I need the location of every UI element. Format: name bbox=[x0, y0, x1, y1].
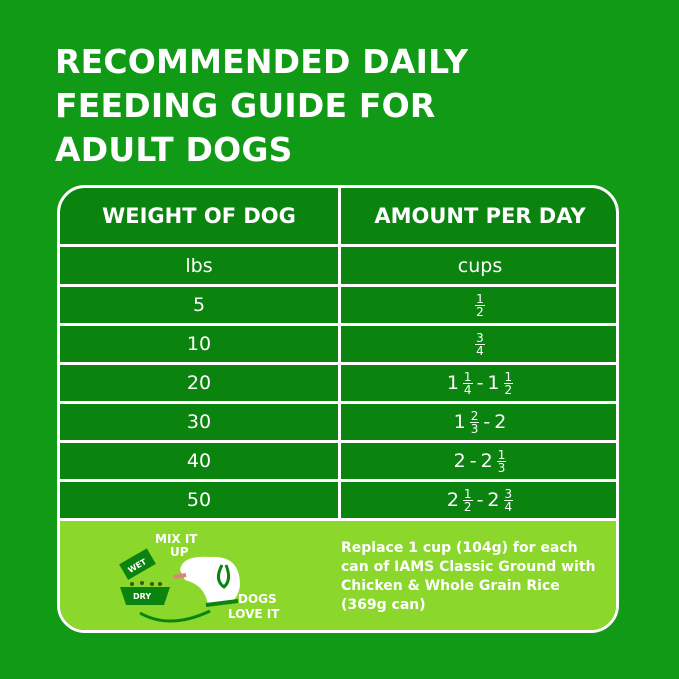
replacement-note: Replace 1 cup (104g) for each can of IAM… bbox=[341, 540, 596, 613]
amount-number: 2 bbox=[453, 450, 466, 472]
weight-cell: 20 bbox=[60, 365, 341, 401]
weight-cell: 50 bbox=[60, 482, 341, 518]
numerator: 1 bbox=[462, 486, 473, 501]
denominator: 2 bbox=[476, 304, 484, 319]
amount-number: - bbox=[476, 372, 484, 394]
amount-number: 2 bbox=[487, 489, 500, 511]
svg-text:DRY: DRY bbox=[133, 592, 151, 601]
amount-number: 2 bbox=[480, 450, 493, 472]
up-label: UP bbox=[170, 545, 189, 559]
table-row: 30 1 2 3-2 bbox=[60, 404, 616, 443]
weight-cell: 10 bbox=[60, 326, 341, 362]
denominator: 4 bbox=[504, 499, 513, 514]
numerator: 3 bbox=[475, 330, 485, 345]
denominator: 2 bbox=[463, 499, 472, 514]
wet-can-icon: WET bbox=[119, 548, 156, 580]
denominator: 3 bbox=[497, 460, 506, 475]
title-line: RECOMMENDED DAILY bbox=[55, 42, 469, 81]
denominator: 4 bbox=[476, 343, 484, 358]
dry-bowl-icon: DRY bbox=[120, 581, 170, 605]
numerator: 1 bbox=[503, 369, 514, 384]
denominator: 3 bbox=[470, 421, 479, 436]
title-line: FEEDING GUIDE FOR bbox=[55, 86, 436, 125]
amount-number: 1 bbox=[446, 372, 459, 394]
weight-cell: 30 bbox=[60, 404, 341, 440]
table-row: 50 2 1 2-2 3 4 bbox=[60, 482, 616, 521]
title-line: ADULT DOGS bbox=[55, 130, 293, 169]
weight-cell: 5 bbox=[60, 287, 341, 323]
table-row: 20 1 1 4-1 1 2 bbox=[60, 365, 616, 404]
arrow-icon bbox=[139, 609, 211, 623]
numerator: 3 bbox=[503, 486, 514, 501]
table-row: 10 3 4 bbox=[60, 326, 616, 365]
header-row: WEIGHT OF DOG AMOUNT PER DAY bbox=[60, 188, 616, 247]
unit-amount: cups bbox=[457, 254, 503, 277]
denominator: 4 bbox=[463, 382, 472, 397]
amount-number: - bbox=[483, 411, 491, 433]
denominator: 2 bbox=[504, 382, 513, 397]
mix-it-up-illustration: MIX IT UP WET DRY DOGS LOVE IT bbox=[119, 532, 280, 623]
header-weight: WEIGHT OF DOG bbox=[60, 188, 341, 244]
mix-label: MIX IT bbox=[155, 532, 198, 546]
numerator: 2 bbox=[469, 408, 480, 423]
dog-head-icon bbox=[173, 556, 240, 607]
amount-number: 2 bbox=[446, 489, 459, 511]
amount-number: 2 bbox=[494, 411, 507, 433]
numerator: 1 bbox=[475, 291, 485, 306]
dogs-label: DOGS bbox=[238, 592, 277, 606]
amount-number: 1 bbox=[487, 372, 500, 394]
units-row: lbs cups bbox=[60, 247, 616, 287]
amount-number: 1 bbox=[453, 411, 466, 433]
table-row: 40 2-2 1 3 bbox=[60, 443, 616, 482]
weight-cell: 40 bbox=[60, 443, 341, 479]
amount-number: - bbox=[469, 450, 477, 472]
numerator: 1 bbox=[462, 369, 473, 384]
unit-weight: lbs bbox=[60, 247, 341, 284]
header-amount: AMOUNT PER DAY bbox=[374, 204, 586, 228]
mix-panel: MIX IT UP WET DRY DOGS LOVE IT Replace 1… bbox=[60, 521, 616, 630]
love-it-label: LOVE IT bbox=[228, 607, 280, 621]
amount-number: - bbox=[476, 489, 484, 511]
numerator: 1 bbox=[496, 447, 507, 462]
page-title: RECOMMENDED DAILY FEEDING GUIDE FOR ADUL… bbox=[55, 40, 468, 172]
